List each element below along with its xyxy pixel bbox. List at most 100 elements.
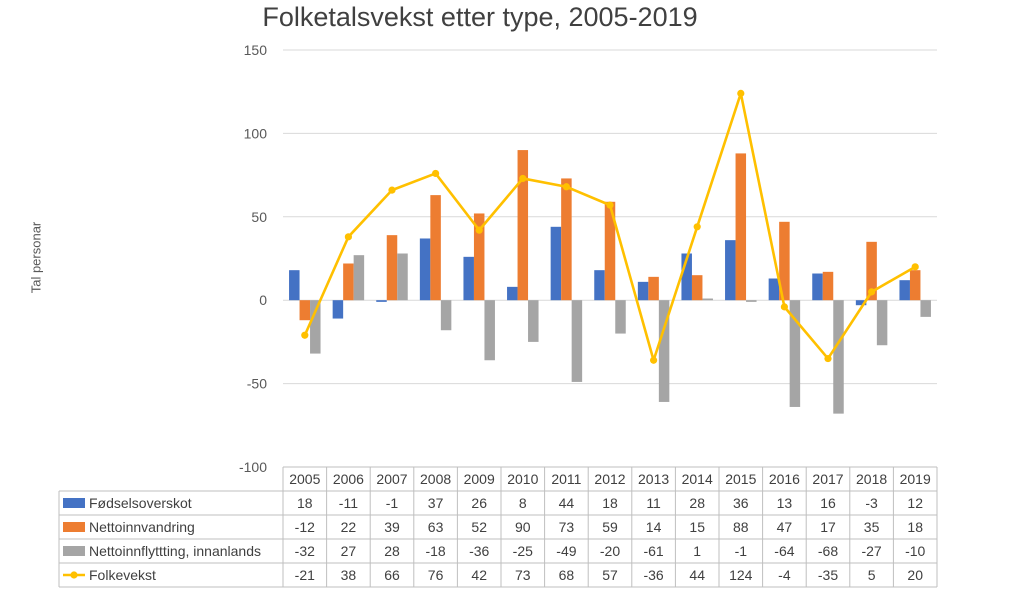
table-cell: -36	[469, 543, 489, 559]
y-tick-label: 150	[244, 42, 268, 58]
table-cell: 27	[341, 543, 357, 559]
table-cell: 44	[689, 567, 705, 583]
legend-key	[63, 522, 85, 532]
bar	[517, 150, 529, 301]
table-cell: 14	[646, 519, 662, 535]
line-point	[780, 303, 789, 311]
table-cell: -10	[905, 543, 925, 559]
line-point	[824, 354, 832, 363]
y-tick-label: -100	[239, 459, 267, 475]
table-cell: 22	[341, 519, 357, 535]
table-cell: -18	[425, 543, 445, 559]
bar	[735, 153, 747, 301]
bar	[702, 298, 713, 301]
line-point	[388, 186, 396, 194]
table-cell: -35	[818, 567, 838, 583]
y-tick-label: -50	[247, 376, 267, 392]
chart-title: Folketalsvekst etter type, 2005-2019	[262, 2, 698, 32]
line-point	[693, 223, 701, 231]
table-cell: -64	[774, 543, 794, 559]
bar	[397, 253, 408, 301]
x-category-label: 2006	[333, 471, 364, 487]
bar	[463, 256, 474, 301]
table-cell: 66	[384, 567, 400, 583]
table-cell: 38	[341, 567, 357, 583]
table-cell: 57	[602, 567, 618, 583]
table-cell: 17	[820, 519, 836, 535]
table-cell: -49	[556, 543, 576, 559]
bar	[909, 270, 921, 301]
x-category-label: 2010	[507, 471, 538, 487]
table-cell: 28	[384, 543, 400, 559]
x-category-label: 2019	[900, 471, 931, 487]
bar	[561, 178, 572, 301]
table-cell: 36	[733, 495, 749, 511]
bar	[386, 235, 398, 301]
table-cell: -27	[861, 543, 881, 559]
bar	[419, 238, 431, 301]
table-cell: 63	[428, 519, 444, 535]
bar	[299, 300, 311, 321]
table-cell: 16	[820, 495, 836, 511]
table-cell: 18	[602, 495, 618, 511]
table-cell: 28	[689, 495, 705, 511]
table-cell: 73	[559, 519, 575, 535]
line-point	[650, 356, 658, 364]
bar	[343, 263, 354, 301]
bar	[440, 300, 452, 331]
bar	[725, 240, 736, 301]
bar	[648, 276, 659, 301]
x-category-label: 2009	[464, 471, 495, 487]
bar	[637, 281, 649, 301]
table-cell: -61	[643, 543, 663, 559]
line-point	[432, 169, 440, 178]
y-tick-label: 0	[259, 292, 267, 308]
x-category-label: 2016	[769, 471, 800, 487]
table-cell: 18	[297, 495, 313, 511]
bar	[789, 300, 801, 407]
x-category-label: 2007	[376, 471, 407, 487]
table-cell: -1	[386, 495, 399, 511]
x-category-label: 2008	[420, 471, 451, 487]
table-cell: 90	[515, 519, 531, 535]
bar	[507, 286, 518, 301]
table-cell: 35	[864, 519, 880, 535]
y-tick-label: 50	[251, 209, 267, 225]
table-cell: 88	[733, 519, 749, 535]
bar	[528, 300, 539, 342]
bar	[353, 255, 365, 301]
table-cell: -25	[513, 543, 533, 559]
legend-label: Folkevekst	[89, 567, 156, 583]
line-point	[737, 89, 745, 97]
table-cell: 37	[428, 495, 444, 511]
table-cell: -36	[643, 567, 663, 583]
bar	[812, 273, 823, 301]
bar	[473, 213, 485, 301]
table-cell: 1	[693, 543, 701, 559]
legend-label: Fødselsoverskot	[89, 495, 192, 511]
bar	[310, 300, 321, 354]
table-cell: -11	[339, 495, 358, 511]
table-cell: 15	[689, 519, 705, 535]
table-cell: 11	[646, 495, 661, 511]
table-cell: -3	[865, 495, 878, 511]
table-cell: 18	[907, 519, 923, 535]
x-category-label: 2005	[289, 471, 320, 487]
x-category-label: 2012	[594, 471, 625, 487]
legend-key	[63, 546, 85, 556]
y-tick-label: 100	[244, 125, 268, 141]
table-cell: 44	[559, 495, 575, 511]
table-cell: -68	[818, 543, 838, 559]
table-cell: -12	[295, 519, 315, 535]
bar	[691, 275, 703, 301]
bar	[332, 300, 344, 319]
bar	[768, 278, 780, 301]
bar	[615, 300, 626, 334]
bar	[746, 300, 757, 302]
table-cell: 76	[428, 567, 444, 583]
line-point	[868, 288, 876, 296]
bar	[594, 270, 605, 301]
table-cell: -1	[735, 543, 748, 559]
table-cell: 12	[907, 495, 923, 511]
table-cell: 73	[515, 567, 531, 583]
